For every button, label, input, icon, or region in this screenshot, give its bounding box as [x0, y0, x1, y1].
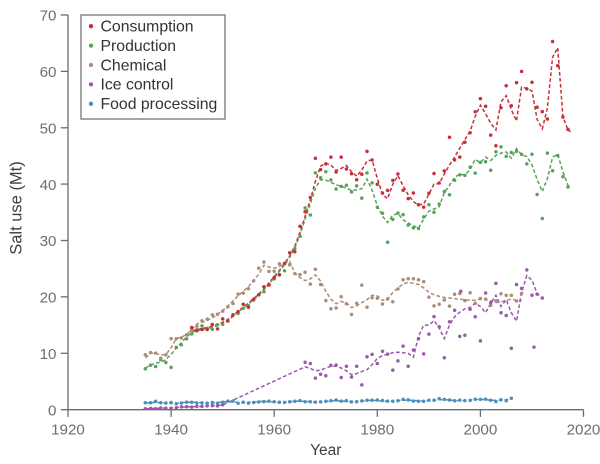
svg-text:50: 50 [40, 120, 57, 137]
svg-text:20: 20 [40, 290, 57, 307]
svg-text:Food processing: Food processing [101, 96, 218, 113]
svg-text:Salt use (Mt): Salt use (Mt) [8, 161, 26, 255]
svg-text:2020: 2020 [567, 422, 600, 439]
svg-text:Ice control: Ice control [101, 77, 174, 94]
svg-text:Production: Production [101, 38, 177, 55]
svg-text:1960: 1960 [257, 422, 291, 439]
svg-text:40: 40 [40, 177, 57, 194]
svg-text:Consumption: Consumption [101, 19, 194, 36]
svg-text:Chemical: Chemical [101, 57, 167, 74]
svg-text:2000: 2000 [464, 422, 498, 439]
svg-text:10: 10 [40, 346, 57, 363]
svg-text:1920: 1920 [51, 422, 85, 439]
svg-text:70: 70 [40, 8, 57, 25]
svg-text:1980: 1980 [360, 422, 394, 439]
svg-text:Year: Year [310, 442, 341, 459]
svg-text:30: 30 [40, 233, 57, 250]
svg-text:1940: 1940 [154, 422, 188, 439]
svg-text:60: 60 [40, 64, 57, 81]
svg-text:0: 0 [48, 402, 56, 419]
